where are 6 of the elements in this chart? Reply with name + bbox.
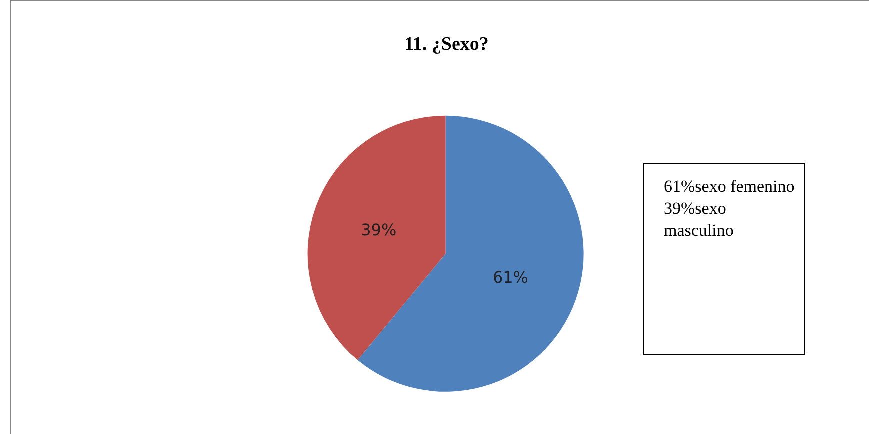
pie-slice (308, 116, 446, 360)
data-label: 39% (361, 220, 397, 240)
data-label: 61% (492, 268, 529, 287)
chart-title: 11. ¿Sexo? (404, 34, 489, 56)
text: 61%sexo femenino 39%sexo masculino (643, 163, 805, 355)
pie-slice (358, 116, 584, 392)
